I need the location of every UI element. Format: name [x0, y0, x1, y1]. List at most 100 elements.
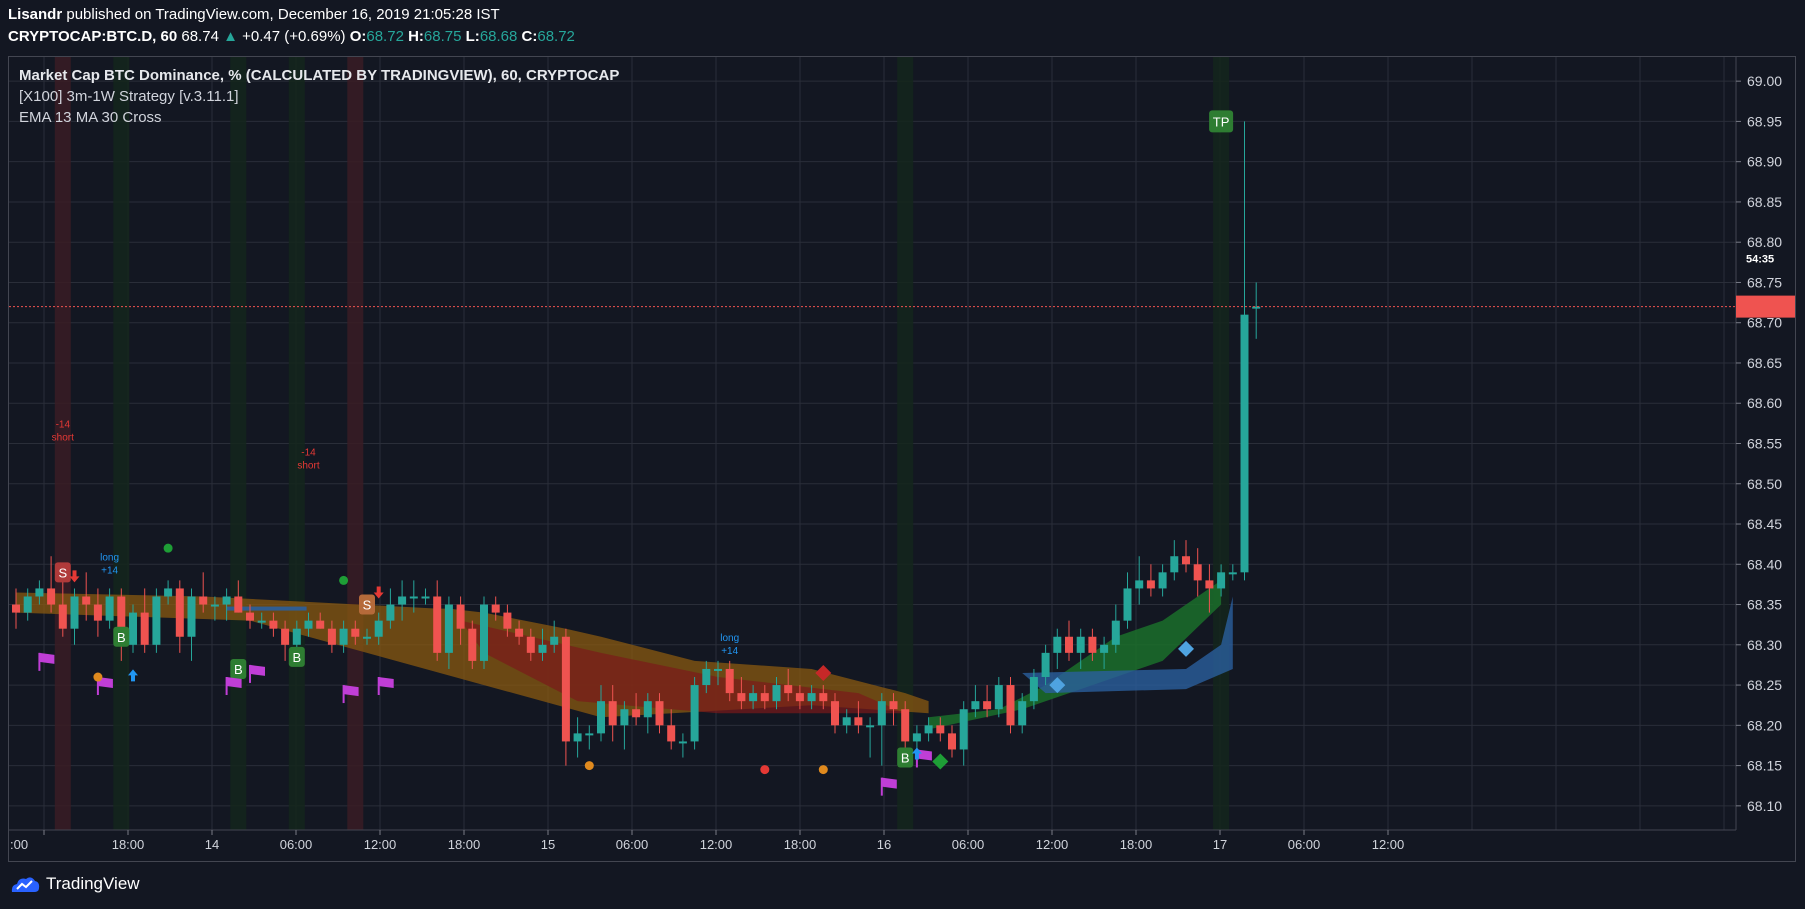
candle-body: [152, 596, 161, 645]
open-value: 68.72: [366, 28, 404, 45]
candle-body: [749, 693, 758, 702]
legend-strategy[interactable]: [X100] 3m-1W Strategy [v.3.11.1]: [19, 88, 239, 105]
candle-body: [678, 741, 687, 744]
x-tick-label: 06:00: [1288, 837, 1321, 852]
candle-body: [1100, 644, 1109, 653]
svg-text:+14: +14: [101, 565, 118, 576]
candle-body: [760, 693, 769, 702]
y-tick-label: 68.35: [1747, 597, 1782, 613]
symbol[interactable]: CRYPTOCAP:BTC.D, 60: [8, 28, 178, 45]
candle-body: [1123, 588, 1132, 621]
low-label: L:: [465, 28, 480, 45]
buy-signal-label: B: [113, 626, 130, 647]
session-band: [230, 57, 247, 830]
candle-body: [807, 693, 816, 702]
candle-body: [281, 628, 290, 645]
last-price: 68.74: [181, 28, 219, 45]
legend-ema-cross[interactable]: EMA 13 MA 30 Cross: [19, 109, 162, 126]
svg-text:B: B: [117, 630, 126, 645]
candle-body: [1217, 572, 1226, 589]
y-tick-label: 68.30: [1747, 637, 1782, 653]
svg-text:B: B: [901, 751, 910, 766]
y-tick-label: 68.95: [1747, 113, 1782, 129]
candle-body: [468, 628, 477, 661]
candle-body: [901, 709, 910, 742]
candle-body: [526, 636, 535, 653]
candle-body: [971, 701, 980, 710]
candle-body: [772, 685, 781, 702]
y-tick-label: 68.25: [1747, 677, 1782, 693]
price-axis: 68.10 68.15 68.20 68.25 68.30 68.35 68.40 68.45…: [1735, 57, 1796, 830]
open-label: O:: [349, 28, 367, 45]
y-tick-label: 68.50: [1747, 476, 1782, 492]
x-tick-label: 12:00: [364, 837, 397, 852]
y-tick-label: 68.45: [1747, 516, 1782, 532]
x-tick-label: 17: [1213, 837, 1227, 852]
signal-dot: [760, 765, 770, 775]
candle-body: [948, 733, 956, 750]
candle-body: [491, 604, 500, 613]
published-text: published on TradingView.com, December 1…: [66, 6, 500, 23]
time-axis: :00 18:00 14 06:00 12:00 18:00 15 06:00 12:00 18:…: [9, 829, 1736, 852]
diamond-marker: [815, 664, 832, 681]
candle-body: [983, 701, 992, 710]
red-cloud: [460, 620, 906, 714]
candle-body: [386, 604, 395, 621]
candle-body: [924, 725, 933, 734]
candle-body: [538, 644, 547, 653]
close-label: C:: [521, 28, 538, 45]
x-tick-label: 16: [877, 837, 891, 852]
price-change: +0.47 (+0.69%): [242, 28, 346, 45]
candle-body: [222, 596, 231, 605]
candle-body: [1018, 701, 1027, 726]
svg-text:long: long: [100, 552, 119, 563]
x-tick-label: 12:00: [700, 837, 733, 852]
tradingview-logo-icon: [11, 877, 40, 892]
brand[interactable]: TradingView: [10, 874, 140, 894]
long-annotation: long +14: [100, 552, 119, 576]
candle-body: [351, 628, 360, 637]
publish-line: Lisandr published on TradingView.com, De…: [8, 6, 500, 23]
x-tick-label: 06:00: [280, 837, 313, 852]
candle-body: [994, 685, 1003, 710]
arrow-down-icon: [69, 570, 80, 583]
flag-icon: [342, 685, 359, 704]
flag-icon: [377, 677, 394, 696]
candle-body: [409, 596, 418, 599]
legend-main-series[interactable]: Market Cap BTC Dominance, % (CALCULATED …: [19, 67, 620, 84]
close-value: 68.72: [537, 28, 575, 45]
symbol-line: CRYPTOCAP:BTC.D, 60 68.74 ▲ +0.47 (+0.69…: [8, 28, 575, 45]
y-tick-label: 69.00: [1747, 73, 1782, 89]
session-band: [897, 57, 914, 830]
flag-icon: [38, 652, 55, 671]
candle-body: [199, 596, 208, 605]
x-tick-label: 12:00: [1372, 837, 1405, 852]
long-annotation: long +14: [720, 633, 739, 657]
y-tick-label: 68.65: [1747, 355, 1782, 371]
candle-body: [1205, 580, 1214, 589]
candle-body: [632, 709, 641, 718]
candle-body: [140, 612, 149, 645]
candle-body: [23, 596, 32, 613]
brand-name: TradingView: [46, 874, 140, 893]
buy-signal-label: B: [897, 747, 914, 768]
candle-body: [936, 725, 945, 734]
y-tick-label: 68.80: [1747, 234, 1782, 250]
author-name[interactable]: Lisandr: [8, 6, 63, 23]
x-tick-label: 18:00: [448, 837, 481, 852]
candle-body: [187, 596, 196, 637]
candle-body: [269, 620, 278, 629]
triangle-up-icon: ▲: [223, 28, 238, 45]
price-chart[interactable]: S S B B B B TP -14 short -14 short long +14 long +14 68…: [0, 0, 1805, 862]
y-tick-label: 68.85: [1747, 194, 1782, 210]
diamond-marker: [932, 753, 949, 770]
x-tick-label: 15: [541, 837, 555, 852]
candle-body: [597, 701, 605, 734]
candle-body: [585, 733, 594, 736]
candle-body: [725, 668, 734, 694]
svg-text:+14: +14: [721, 646, 738, 657]
flag-icon: [225, 677, 242, 696]
candle-body: [1228, 572, 1237, 575]
candle-body: [550, 636, 559, 645]
x-tick-label: 06:00: [952, 837, 985, 852]
